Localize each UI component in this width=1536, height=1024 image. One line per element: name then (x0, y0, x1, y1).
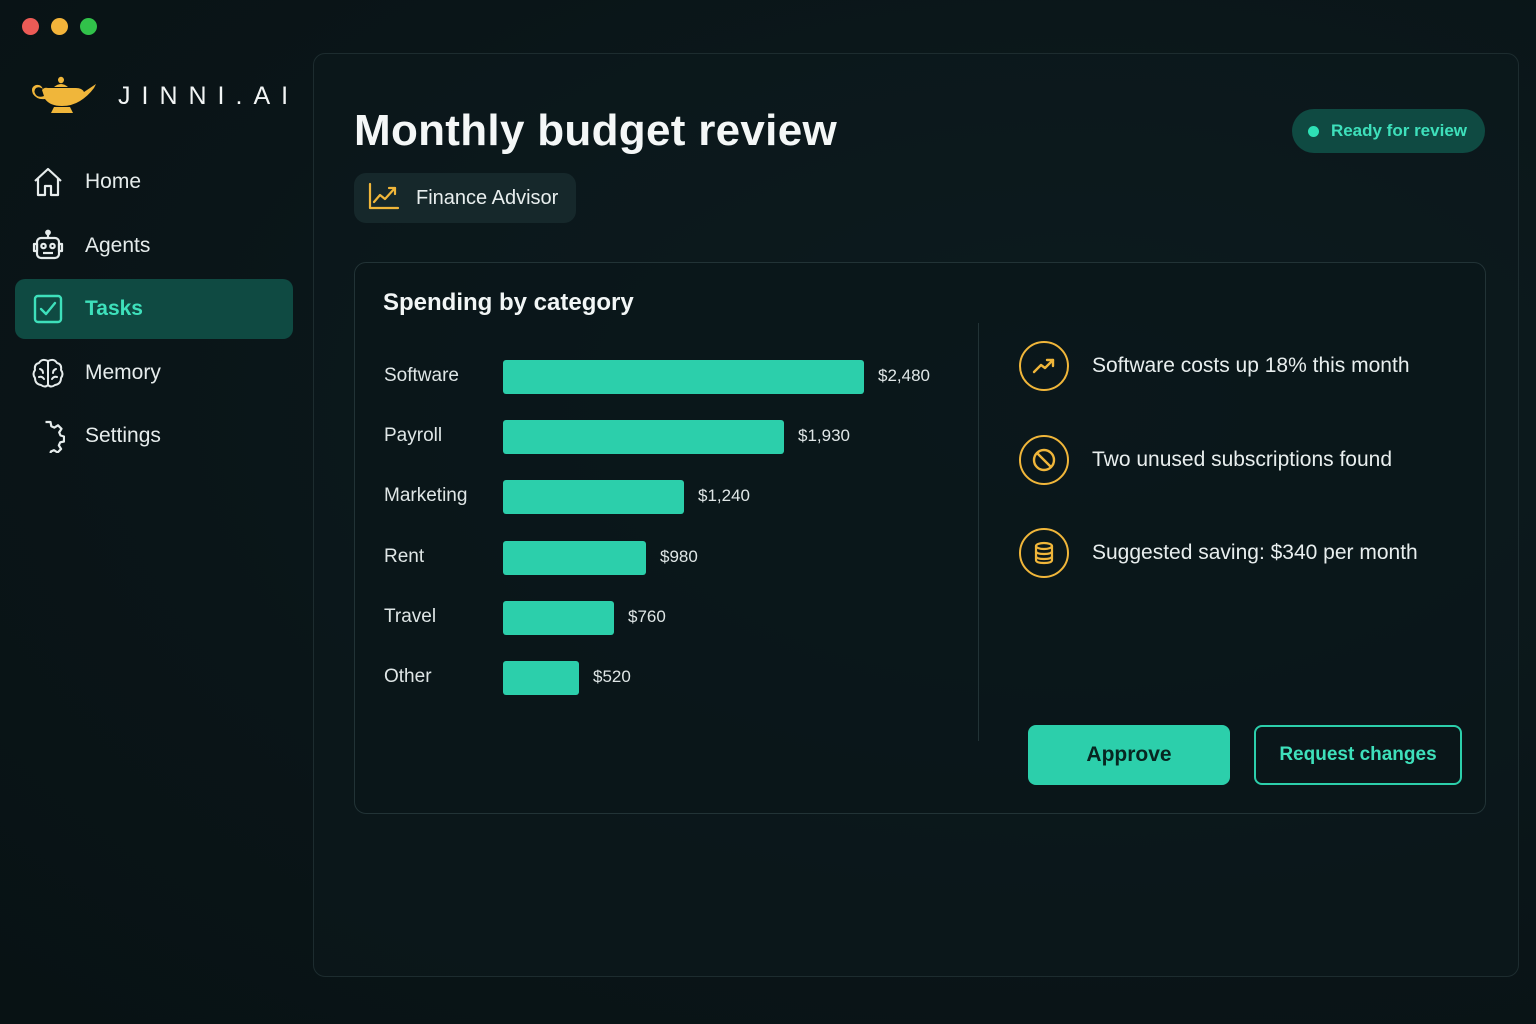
sidebar-item-memory[interactable]: Memory (15, 343, 293, 403)
agent-name: Finance Advisor (416, 186, 559, 209)
bar-value-label: $1,930 (798, 426, 850, 446)
sidebar-item-settings[interactable]: Settings (15, 406, 293, 466)
coins-stack-icon (1019, 528, 1069, 578)
spending-bar-chart: Software $2,480 Payroll $1,930 Marketing $1,2… (355, 263, 975, 815)
bar-value-label: $760 (628, 606, 666, 626)
bar-category-label: Rent (384, 545, 425, 567)
spending-card: Spending by category Software $2,480 Payro… (354, 262, 1486, 814)
robot-icon (30, 228, 66, 264)
status-label: Ready for review (1330, 121, 1467, 140)
sidebar-item-agents[interactable]: Agents (15, 216, 293, 276)
card-title: Spending by category (383, 289, 634, 316)
bar-category-label: Software (384, 365, 459, 386)
home-icon (30, 164, 66, 200)
bar-category-label: Payroll (384, 425, 443, 447)
sidebar-item-label: Home (85, 170, 142, 193)
status-dot-icon (1307, 125, 1319, 137)
bar (503, 420, 784, 455)
maximize-window-button[interactable] (80, 18, 97, 35)
bar (503, 600, 614, 635)
sidebar-item-label: Memory (85, 360, 161, 384)
brain-icon (30, 355, 66, 391)
sidebar-item-label: Tasks (85, 297, 143, 320)
card-divider (978, 323, 979, 741)
insight-item: Two unused subscriptions found (1019, 435, 1392, 485)
request-changes-button[interactable]: Request changes (1254, 725, 1462, 785)
checkbox-icon (30, 291, 66, 327)
bar-category-label: Other (384, 666, 432, 687)
close-window-button[interactable] (22, 18, 39, 35)
bar (503, 661, 579, 695)
bar-value-label: $520 (593, 667, 631, 686)
bar-category-label: Travel (384, 605, 437, 627)
gear-icon (30, 418, 66, 454)
window-controls (22, 18, 97, 35)
insight-text: Suggested saving: $340 per month (1092, 541, 1418, 564)
bar-value-label: $980 (660, 546, 698, 566)
trending-chart-icon (368, 182, 400, 215)
sidebar-item-home[interactable]: Home (15, 152, 293, 212)
bar (503, 540, 646, 575)
magic-lamp-icon (28, 72, 98, 121)
bar (503, 480, 684, 515)
brand-name: JINNI.AI (118, 82, 300, 110)
main-panel: Monthly budget review Ready for review F… (313, 53, 1519, 977)
insight-text: Two unused subscriptions found (1092, 448, 1393, 471)
bar-category-label: Marketing (384, 485, 468, 507)
sidebar-item-label: Agents (85, 233, 151, 257)
trending-up-icon (1019, 341, 1069, 391)
blocked-icon (1019, 435, 1069, 485)
agent-chip[interactable]: Finance Advisor (354, 173, 577, 223)
sidebar-nav: Home Agents (15, 152, 293, 470)
bar-value-label: $1,240 (698, 486, 750, 506)
insight-item: Suggested saving: $340 per month (1019, 528, 1418, 578)
minimize-window-button[interactable] (51, 18, 68, 35)
sidebar-item-label: Settings (85, 424, 161, 447)
insight-text: Software costs up 18% this month (1092, 354, 1410, 377)
brand[interactable]: JINNI.AI (28, 72, 299, 121)
bar (503, 360, 864, 394)
status-badge: Ready for review (1291, 109, 1485, 153)
page-title: Monthly budget review (354, 106, 837, 155)
sidebar-item-tasks[interactable]: Tasks (15, 279, 293, 339)
bar-value-label: $2,480 (878, 366, 930, 385)
approve-button[interactable]: Approve (1028, 725, 1230, 785)
insight-item: Software costs up 18% this month (1019, 341, 1410, 391)
